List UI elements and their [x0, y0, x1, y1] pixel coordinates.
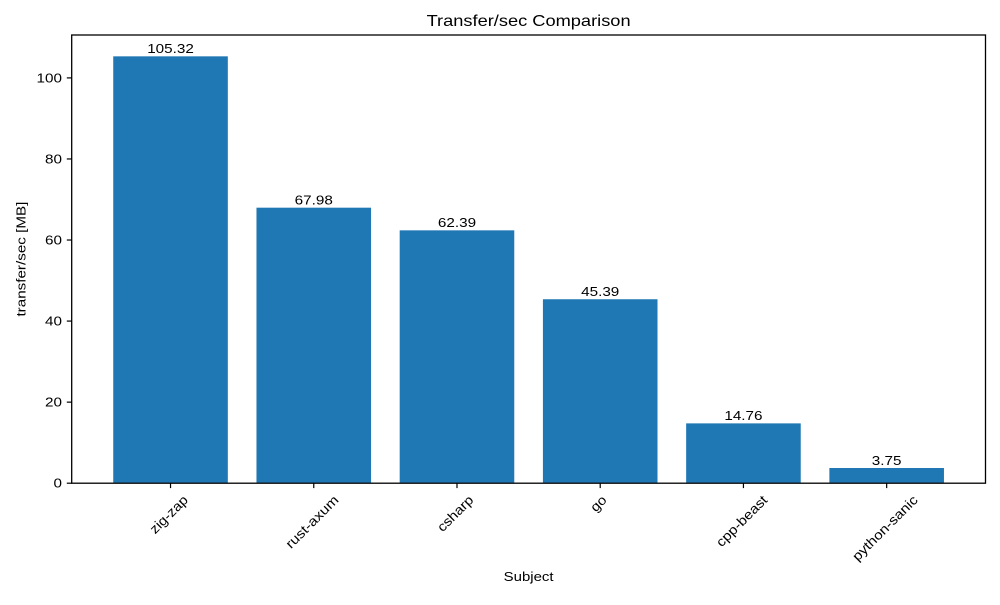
svg-text:transfer/sec [MB]: transfer/sec [MB]: [13, 202, 28, 317]
svg-text:Subject: Subject: [504, 569, 554, 584]
svg-text:0: 0: [54, 476, 62, 491]
svg-text:105.32: 105.32: [147, 41, 194, 56]
svg-text:14.76: 14.76: [724, 408, 762, 423]
svg-text:80: 80: [45, 151, 62, 166]
svg-text:67.98: 67.98: [295, 192, 333, 207]
svg-text:3.75: 3.75: [872, 453, 902, 468]
svg-text:40: 40: [45, 314, 62, 329]
svg-text:Transfer/sec Comparison: Transfer/sec Comparison: [427, 13, 631, 30]
svg-text:20: 20: [45, 395, 62, 410]
svg-text:60: 60: [45, 233, 62, 248]
svg-text:62.39: 62.39: [438, 215, 476, 230]
svg-text:45.39: 45.39: [581, 284, 619, 299]
svg-text:100: 100: [37, 70, 62, 85]
